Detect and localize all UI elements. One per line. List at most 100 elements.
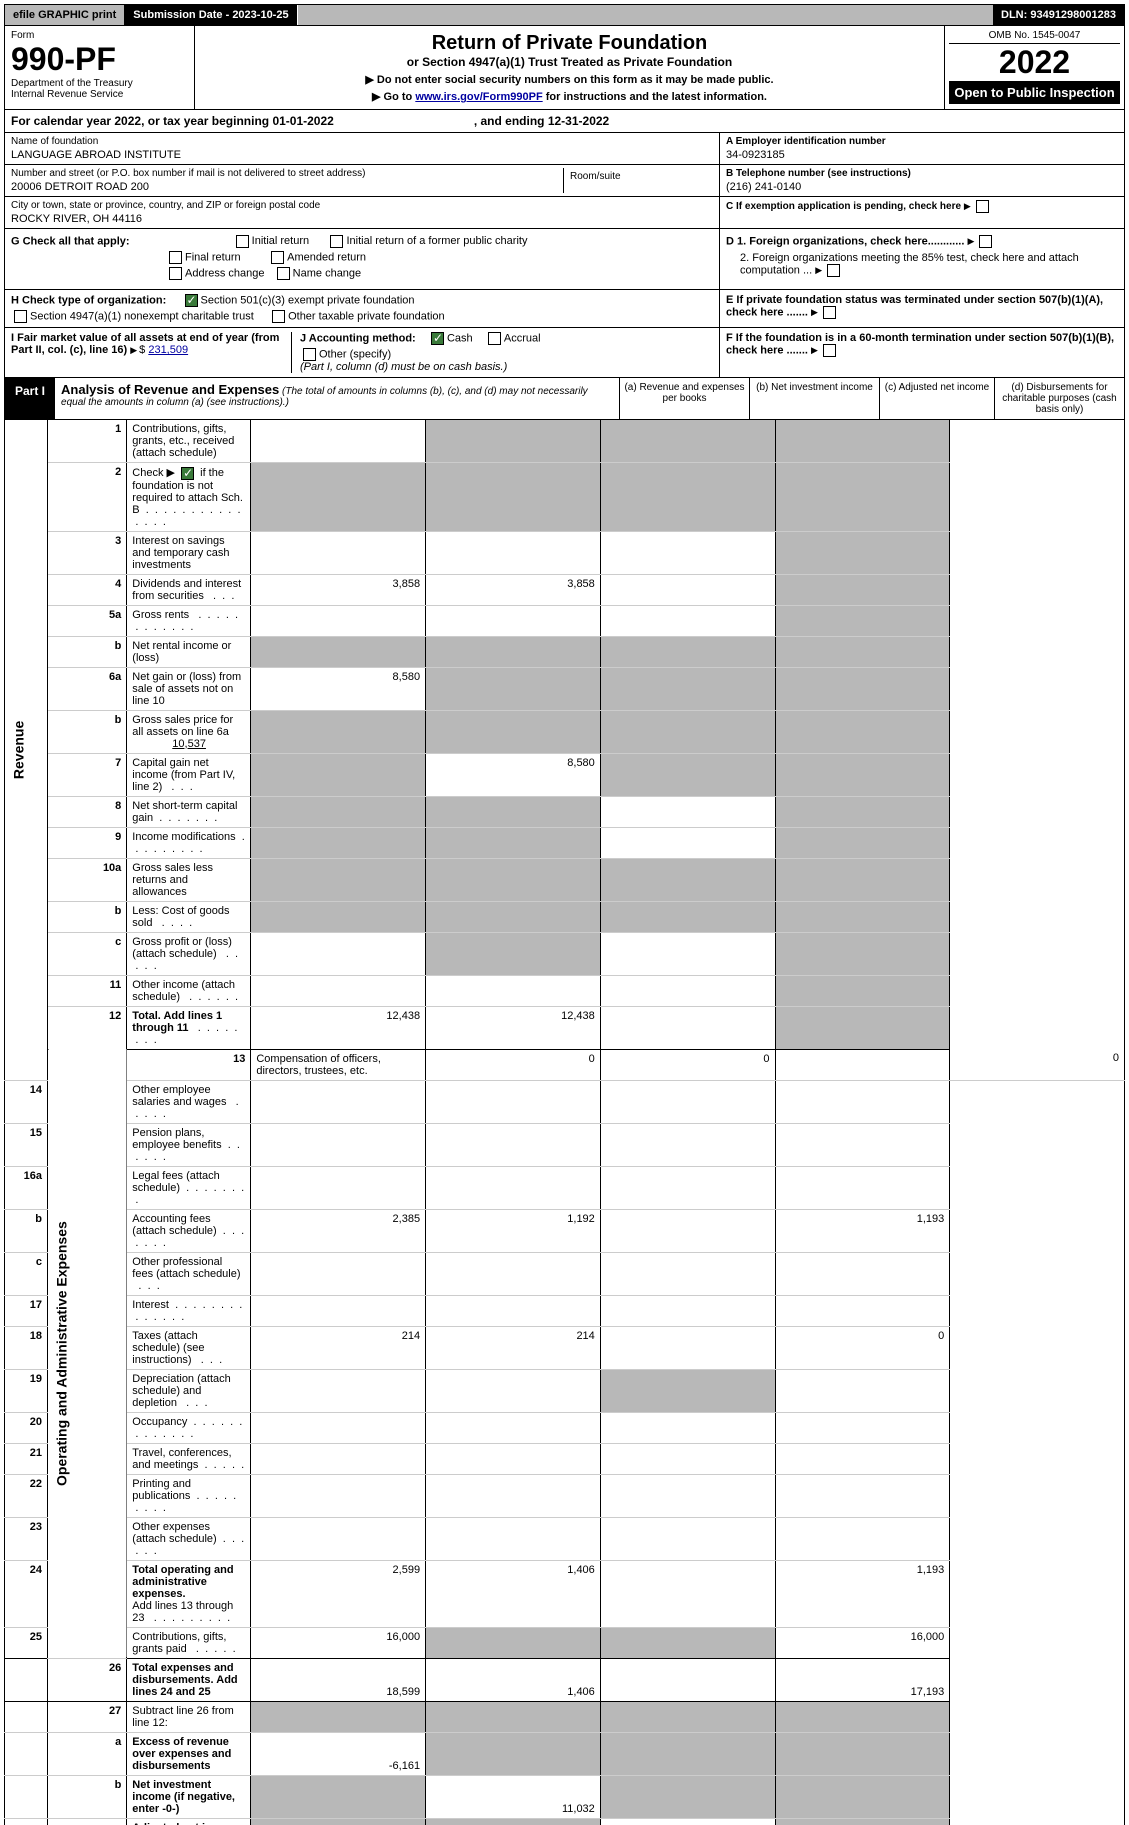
amended-return-checkbox[interactable]	[271, 251, 284, 264]
row-16b: Accounting fees (attach schedule) . . . …	[127, 1209, 251, 1252]
r13-a: 0	[426, 1049, 601, 1080]
r16b-d: 1,193	[775, 1209, 950, 1252]
row-18: Taxes (attach schedule) (see instruction…	[127, 1326, 251, 1369]
room-suite-label: Room/suite	[563, 168, 713, 193]
r18-a: 214	[251, 1326, 426, 1369]
info-grid: Name of foundation LANGUAGE ABROAD INSTI…	[4, 133, 1125, 229]
expenses-side-label: Operating and Administrative Expenses	[48, 1049, 127, 1658]
form-header: Form 990-PF Department of the Treasury I…	[4, 26, 1125, 110]
row-22: Printing and publications . . . . . . . …	[127, 1474, 251, 1517]
tax-year: 2022	[949, 44, 1120, 81]
instruction-2: ▶ Go to www.irs.gov/Form990PF for instru…	[201, 90, 938, 103]
j-label: J Accounting method:	[300, 332, 416, 344]
r18-b: 214	[426, 1326, 601, 1369]
501c3-checkbox[interactable]	[185, 294, 198, 307]
r26-a: 18,599	[251, 1658, 426, 1701]
col-a-header: (a) Revenue and expenses per books	[619, 378, 749, 419]
r27b-b: 11,032	[426, 1775, 601, 1818]
r25-a: 16,000	[251, 1627, 426, 1658]
d2-checkbox[interactable]	[827, 264, 840, 277]
address-label: Number and street (or P.O. box number if…	[11, 168, 563, 179]
d1-checkbox[interactable]	[979, 235, 992, 248]
part1-header: Part I Analysis of Revenue and Expenses …	[4, 378, 1125, 420]
row-9: Income modifications . . . . . . . . .	[127, 827, 251, 858]
sch-b-checkbox[interactable]	[181, 467, 194, 480]
row-26: Total expenses and disbursements. Add li…	[127, 1658, 251, 1701]
exemption-checkbox[interactable]	[976, 200, 989, 213]
r27a-a: -6,161	[251, 1732, 426, 1775]
r26-b: 1,406	[426, 1658, 601, 1701]
h-label: H Check type of organization:	[11, 294, 166, 306]
r4-a: 3,858	[251, 574, 426, 605]
row-10c: Gross profit or (loss) (attach schedule)…	[127, 932, 251, 975]
4947a1-checkbox[interactable]	[14, 310, 27, 323]
other-method-checkbox[interactable]	[303, 348, 316, 361]
initial-return-checkbox[interactable]	[236, 235, 249, 248]
i-label: I Fair market value of all assets at end…	[11, 332, 279, 356]
cash-checkbox[interactable]	[431, 332, 444, 345]
other-taxable-checkbox[interactable]	[272, 310, 285, 323]
ein-label: A Employer identification number	[726, 136, 886, 147]
city-label: City or town, state or province, country…	[11, 200, 713, 211]
part1-title: Analysis of Revenue and Expenses	[61, 382, 279, 397]
fmv-value[interactable]: 231,509	[148, 344, 188, 356]
row-27: Subtract line 26 from line 12:	[127, 1701, 251, 1732]
row-20: Occupancy . . . . . . . . . . . . .	[127, 1412, 251, 1443]
r6a-a: 8,580	[251, 667, 426, 710]
instruction-1: ▶ Do not enter social security numbers o…	[201, 73, 938, 86]
form-label: Form	[11, 30, 188, 41]
r26-d: 17,193	[775, 1658, 950, 1701]
row-4: Dividends and interest from securities .…	[127, 574, 251, 605]
r12-a: 12,438	[251, 1006, 426, 1049]
row-16c: Other professional fees (attach schedule…	[127, 1252, 251, 1295]
e-checkbox[interactable]	[823, 306, 836, 319]
row-3: Interest on savings and temporary cash i…	[127, 531, 251, 574]
revenue-side-label: Revenue	[5, 420, 48, 1080]
col-b-header: (b) Net investment income	[749, 378, 879, 419]
calendar-year-row: For calendar year 2022, or tax year begi…	[4, 110, 1125, 133]
phone-value: (216) 241-0140	[726, 181, 1118, 193]
initial-return-former-checkbox[interactable]	[330, 235, 343, 248]
col-c-header: (c) Adjusted net income	[879, 378, 994, 419]
accrual-checkbox[interactable]	[488, 332, 501, 345]
row-15: Pension plans, employee benefits . . . .…	[127, 1123, 251, 1166]
r24-b: 1,406	[426, 1560, 601, 1627]
row-21: Travel, conferences, and meetings . . . …	[127, 1443, 251, 1474]
r7-b: 8,580	[426, 753, 601, 796]
form-title: Return of Private Foundation	[201, 32, 938, 55]
row-5a: Gross rents . . . . . . . . . . . .	[127, 605, 251, 636]
r18-d: 0	[775, 1326, 950, 1369]
row-27a: Excess of revenue over expenses and disb…	[127, 1732, 251, 1775]
f-label: F If the foundation is in a 60-month ter…	[726, 332, 1114, 356]
irs-link[interactable]: www.irs.gov/Form990PF	[415, 91, 542, 103]
f-checkbox[interactable]	[823, 344, 836, 357]
row-25: Contributions, gifts, grants paid . . . …	[127, 1627, 251, 1658]
r4-b: 3,858	[426, 574, 601, 605]
address-change-checkbox[interactable]	[169, 267, 182, 280]
row-6b: Gross sales price for all assets on line…	[127, 710, 251, 753]
foundation-name: LANGUAGE ABROAD INSTITUTE	[11, 149, 713, 161]
form-subtitle: or Section 4947(a)(1) Trust Treated as P…	[201, 55, 938, 69]
j-note: (Part I, column (d) must be on cash basi…	[300, 361, 713, 373]
dept-label: Department of the Treasury	[11, 78, 188, 89]
row-6a: Net gain or (loss) from sale of assets n…	[127, 667, 251, 710]
dln: DLN: 93491298001283	[993, 5, 1124, 25]
row-5b: Net rental income or (loss)	[127, 636, 251, 667]
r16b-a: 2,385	[251, 1209, 426, 1252]
row-10a: Gross sales less returns and allowances	[127, 858, 251, 901]
row-12: Total. Add lines 1 through 11 . . . . . …	[127, 1006, 251, 1049]
row-13: Compensation of officers, directors, tru…	[251, 1049, 426, 1080]
efile-print-button[interactable]: efile GRAPHIC print	[5, 5, 125, 25]
address-value: 20006 DETROIT ROAD 200	[11, 181, 563, 193]
d1-label: D 1. Foreign organizations, check here..…	[726, 235, 964, 247]
irs-label: Internal Revenue Service	[11, 89, 188, 100]
name-change-checkbox[interactable]	[277, 267, 290, 280]
row-19: Depreciation (attach schedule) and deple…	[127, 1369, 251, 1412]
row-27b: Net investment income (if negative, ente…	[127, 1775, 251, 1818]
r24-d: 1,193	[775, 1560, 950, 1627]
row-24: Total operating and administrative expen…	[127, 1560, 251, 1627]
final-return-checkbox[interactable]	[169, 251, 182, 264]
d2-label: 2. Foreign organizations meeting the 85%…	[726, 252, 1118, 277]
open-inspection: Open to Public Inspection	[949, 81, 1120, 104]
main-table: Revenue 1 Contributions, gifts, grants, …	[4, 420, 1125, 1825]
